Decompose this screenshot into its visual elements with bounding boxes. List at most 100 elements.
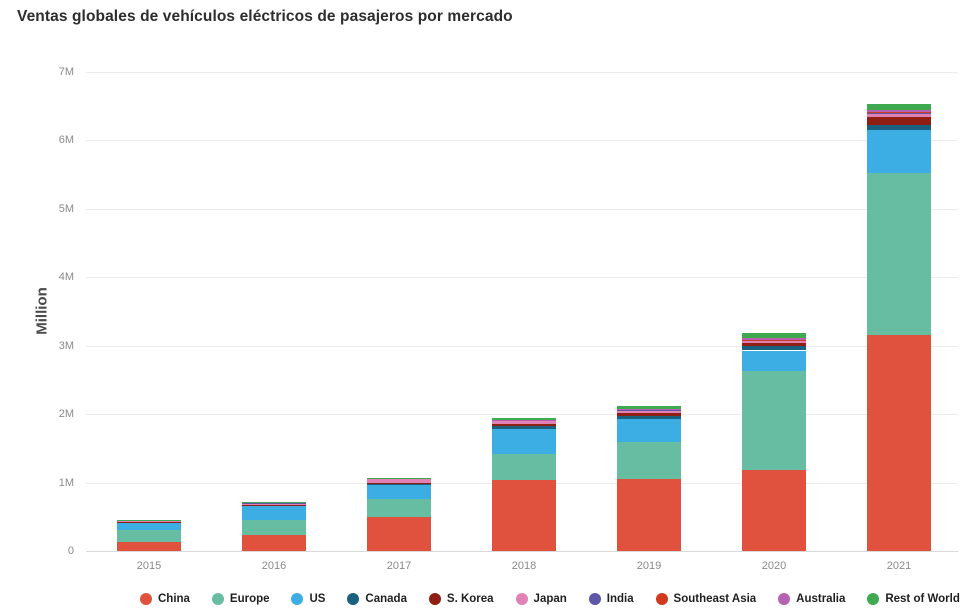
bar-segment-s-korea-2019[interactable]	[617, 413, 681, 416]
bar-segment-australia-2021[interactable]	[867, 109, 931, 112]
bar-segment-rest-of-world-2021[interactable]	[867, 104, 931, 110]
bar-segment-canada-2021[interactable]	[867, 124, 931, 131]
y-tick-label-0: 0	[67, 545, 74, 557]
bar-segment-europe-2016[interactable]	[242, 520, 306, 535]
legend-item-australia[interactable]: Australia	[778, 593, 845, 605]
legend-item-us[interactable]: US	[291, 593, 325, 605]
bar-segment-s-korea-2017[interactable]	[367, 482, 431, 484]
bar-segment-rest-of-world-2019[interactable]	[617, 406, 681, 409]
bar-segment-europe-2019[interactable]	[617, 441, 681, 480]
legend-label: Japan	[533, 593, 567, 605]
y-tick-label-6M: 6M	[58, 134, 74, 147]
bar-segment-rest-of-world-2017[interactable]	[367, 477, 431, 479]
legend-label: Canada	[365, 593, 407, 605]
bar-segment-japan-2020[interactable]	[742, 340, 806, 343]
bar-segment-japan-2017[interactable]	[367, 478, 431, 483]
bar-segment-us-2016[interactable]	[242, 505, 306, 521]
bar-segment-europe-2018[interactable]	[492, 453, 556, 480]
bar-segment-europe-2020[interactable]	[742, 371, 806, 471]
bar-segment-canada-2020[interactable]	[742, 346, 806, 351]
bar-segment-china-2019[interactable]	[617, 479, 681, 551]
bar-segment-japan-2016[interactable]	[242, 503, 306, 505]
legend-dot-icon	[655, 593, 668, 605]
legend-item-china[interactable]: China	[140, 593, 190, 605]
y-tick-label-5M: 5M	[58, 202, 74, 215]
gridline-0	[86, 551, 958, 552]
bar-segment-southeast-asia-2020[interactable]	[742, 339, 806, 341]
legend-dot-icon	[291, 593, 304, 605]
y-tick-label-1M: 1M	[58, 476, 74, 489]
bar-segment-japan-2015[interactable]	[117, 520, 181, 522]
y-tick-label-7M: 7M	[58, 66, 74, 78]
x-tick-label-2017: 2017	[386, 560, 412, 572]
bar-segment-s-korea-2021[interactable]	[867, 117, 931, 125]
bar-segment-us-2021[interactable]	[867, 130, 931, 174]
bar-segment-australia-2019[interactable]	[617, 408, 681, 410]
bar-segment-europe-2015[interactable]	[117, 530, 181, 543]
legend-label: Southeast Asia	[673, 593, 757, 605]
bar-segment-rest-of-world-2020[interactable]	[742, 333, 806, 339]
bar-segment-china-2017[interactable]	[367, 517, 431, 551]
legend-dot-icon	[428, 593, 441, 605]
bar-segment-rest-of-world-2018[interactable]	[492, 418, 556, 420]
x-tick-label-2015: 2015	[136, 560, 162, 572]
legend-label: India	[606, 593, 634, 605]
gridline-3M	[86, 345, 958, 347]
bar-segment-china-2016[interactable]	[242, 534, 306, 551]
legend-label: China	[158, 593, 190, 605]
bar-segment-china-2018[interactable]	[492, 479, 556, 551]
bar-segment-australia-2020[interactable]	[742, 338, 806, 340]
bar-segment-canada-2016[interactable]	[242, 505, 306, 506]
legend-dot-icon	[515, 593, 528, 605]
bar-segment-us-2015[interactable]	[117, 522, 181, 531]
bar-segment-europe-2021[interactable]	[867, 173, 931, 336]
gridline-4M	[86, 277, 958, 279]
legend-label: S. Korea	[446, 593, 494, 605]
bar-segment-india-2019[interactable]	[617, 410, 681, 411]
legend-item-s-korea[interactable]: S. Korea	[428, 593, 494, 605]
legend-label: Australia	[796, 593, 846, 605]
legend-item-canada[interactable]: Canada	[347, 593, 407, 605]
bar-segment-india-2021[interactable]	[867, 113, 931, 115]
y-tick-label-3M: 3M	[58, 339, 74, 352]
bar-segment-s-korea-2018[interactable]	[492, 424, 556, 427]
bar-segment-japan-2018[interactable]	[492, 420, 556, 425]
bar-segment-canada-2017[interactable]	[367, 483, 431, 486]
bar-segment-china-2020[interactable]	[742, 470, 806, 551]
bar-segment-us-2019[interactable]	[617, 418, 681, 442]
bar-segment-india-2018[interactable]	[492, 420, 556, 421]
bar-segment-canada-2018[interactable]	[492, 426, 556, 430]
legend-dot-icon	[588, 593, 601, 605]
bar-segment-india-2020[interactable]	[742, 340, 806, 341]
legend-label: US	[309, 593, 326, 605]
legend-label: Europe	[229, 593, 270, 605]
legend-dot-icon	[140, 593, 152, 605]
x-tick-label-2018: 2018	[511, 560, 537, 572]
x-tick-label-2021: 2021	[886, 560, 912, 572]
bar-segment-europe-2017[interactable]	[367, 498, 431, 518]
gridline-7M	[86, 72, 958, 73]
legend-item-southeast-asia[interactable]: Southeast Asia	[655, 593, 757, 605]
legend-dot-icon	[347, 593, 360, 605]
bar-segment-us-2018[interactable]	[492, 429, 556, 454]
bar-segment-s-korea-2020[interactable]	[742, 342, 806, 347]
legend-item-japan[interactable]: Japan	[515, 593, 567, 605]
bar-segment-canada-2019[interactable]	[617, 415, 681, 419]
chart-title: Ventas globales de vehículos eléctricos …	[17, 8, 513, 25]
legend-item-india[interactable]: India	[588, 593, 634, 605]
legend-dot-icon	[211, 593, 224, 605]
bar-segment-southeast-asia-2019[interactable]	[617, 409, 681, 411]
bar-segment-us-2017[interactable]	[367, 485, 431, 499]
bar-segment-japan-2019[interactable]	[617, 410, 681, 414]
bar-segment-china-2015[interactable]	[117, 542, 181, 551]
gridline-2M	[86, 414, 958, 416]
bar-segment-china-2021[interactable]	[867, 335, 931, 551]
bar-segment-japan-2021[interactable]	[867, 114, 931, 118]
legend-item-europe[interactable]: Europe	[211, 593, 270, 605]
legend-label: Rest of World	[885, 593, 960, 605]
legend-item-rest-of-world[interactable]: Rest of World	[867, 593, 960, 605]
legend-dot-icon	[867, 593, 880, 605]
bar-segment-southeast-asia-2021[interactable]	[867, 111, 931, 114]
bar-segment-us-2020[interactable]	[742, 350, 806, 372]
